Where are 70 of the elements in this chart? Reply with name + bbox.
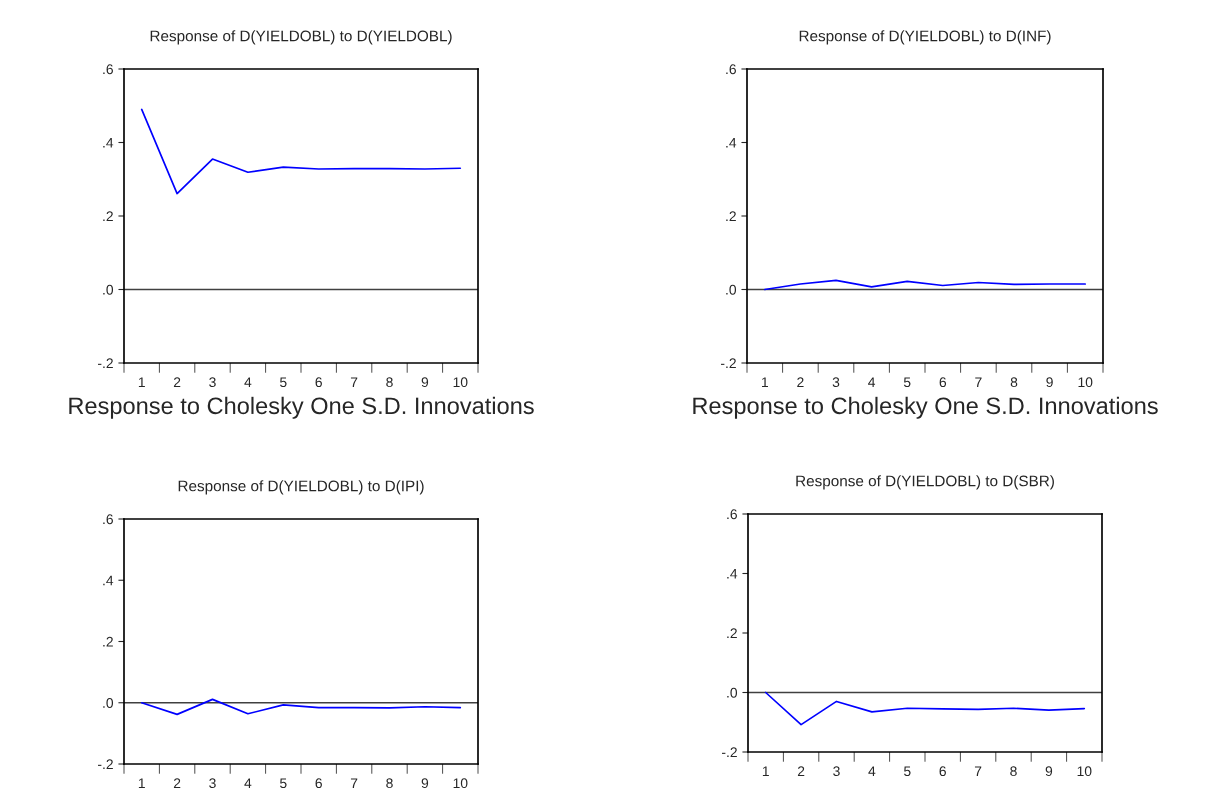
x-tick-label: 1 (138, 778, 145, 788)
x-tick-label: 6 (315, 377, 322, 388)
x-tick-label: 2 (173, 778, 181, 788)
text: Response to Cholesky One S.D. Innovations (693, 396, 1158, 419)
chart-title: Response of D(YIELDOBL) to D(IPI) (178, 480, 424, 495)
x-tick-label: 8 (1010, 766, 1017, 777)
x-tick-label: 8 (386, 778, 393, 789)
y-tick-label: -.2 (97, 759, 113, 770)
x-tick-label: 10 (1078, 377, 1093, 388)
x-tick-label: 6 (939, 766, 946, 777)
line-series (764, 691, 1086, 726)
x-tick-label: 6 (315, 778, 322, 789)
y-tick-label: .4 (103, 137, 114, 148)
y-tick-label: .6 (726, 64, 736, 75)
x-tick-label: 7 (975, 377, 982, 387)
y-tick-label: .0 (726, 284, 737, 295)
x-tick-label: 7 (350, 778, 358, 788)
y-tick-label: -.2 (720, 358, 736, 369)
y-tick-label: .2 (103, 636, 113, 647)
x-tick-label: 8 (386, 377, 393, 388)
chart-title: Response of D(YIELDOBL) to D(INF) (799, 30, 1051, 45)
x-tick-label: 4 (868, 766, 876, 776)
x-tick-label: 5 (279, 778, 287, 789)
y-tick-label: -.2 (721, 747, 737, 758)
y-tick-label: -.2 (97, 358, 113, 369)
chart-title: Response of D(YIELDOBL) to D(YIELDOBL) (150, 30, 452, 45)
x-tick-label: 9 (1046, 377, 1053, 388)
y-tick-label: .6 (103, 64, 113, 75)
y-tick-label: .2 (103, 211, 113, 222)
x-tick-label: 2 (173, 377, 181, 387)
x-tick-label: 7 (974, 766, 982, 776)
y-tick-label: .6 (727, 509, 737, 520)
x-tick-label: 3 (832, 377, 840, 388)
x-tick-label: 3 (209, 377, 216, 388)
x-tick-label: 5 (903, 377, 911, 388)
x-tick-label: 10 (453, 778, 468, 789)
y-tick-label: .6 (103, 514, 113, 525)
x-tick-label: 9 (421, 778, 429, 789)
x-tick-label: 4 (868, 377, 876, 387)
y-tick-label: .2 (727, 628, 737, 639)
x-tick-label: 3 (209, 778, 216, 789)
x-tick-label: 3 (833, 766, 840, 777)
y-tick-label: .4 (103, 575, 114, 586)
x-tick-label: 10 (453, 377, 468, 388)
line-series (763, 279, 1087, 291)
y-tick-label: .2 (726, 211, 736, 222)
line-series (140, 108, 462, 195)
text: Response to Cholesky One S.D. Innovations (69, 396, 534, 419)
x-tick-label: 2 (797, 377, 804, 387)
x-tick-label: 5 (903, 766, 911, 777)
x-tick-label: 6 (939, 377, 947, 388)
x-tick-label: 8 (1010, 377, 1018, 388)
y-tick-label: .4 (726, 137, 737, 148)
x-tick-label: 10 (1077, 766, 1092, 777)
line-series (140, 698, 462, 716)
y-tick-label: .0 (727, 687, 738, 698)
chart-title: Response of D(YIELDOBL) to D(SBR) (796, 475, 1054, 490)
x-tick-label: 1 (762, 766, 769, 776)
x-tick-label: 1 (762, 377, 768, 387)
y-tick-label: .4 (727, 568, 738, 579)
x-tick-label: 9 (421, 377, 429, 388)
x-tick-label: 4 (244, 377, 252, 387)
x-tick-label: 1 (138, 377, 145, 387)
x-tick-label: 5 (279, 377, 287, 388)
x-tick-label: 4 (244, 778, 252, 788)
x-tick-label: 7 (350, 377, 358, 387)
x-tick-label: 2 (797, 766, 805, 776)
y-tick-label: .0 (103, 698, 114, 708)
y-tick-label: .0 (103, 284, 114, 295)
x-tick-label: 9 (1045, 766, 1053, 777)
